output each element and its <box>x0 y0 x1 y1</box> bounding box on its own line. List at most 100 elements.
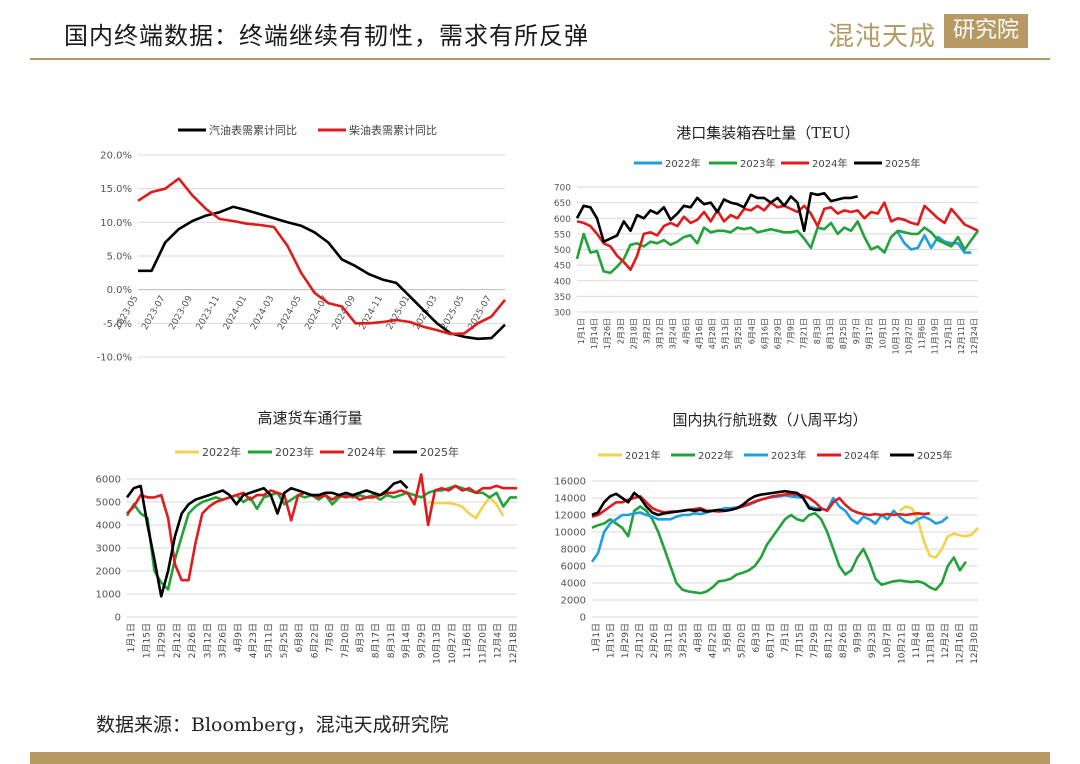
x-tick-label: 2024-09 <box>331 294 359 332</box>
x-tick-label: 7月6日 <box>325 623 336 652</box>
x-tick-label: 7月9日 <box>787 318 796 344</box>
x-tick-label: 9月17日 <box>865 318 874 349</box>
x-tick-label: 6月17日 <box>765 623 776 658</box>
series-line-2025年 <box>125 480 409 598</box>
x-tick-label: 3月24日 <box>669 318 678 349</box>
x-tick-label: 2月26日 <box>187 623 198 658</box>
y-tick-label: -10.0% <box>97 353 132 364</box>
x-tick-label: 8月25日 <box>839 318 848 349</box>
legend-label: 2022年 <box>665 157 700 170</box>
footer-bar <box>30 752 1050 764</box>
x-tick-label: 1月29日 <box>620 623 631 658</box>
x-tick-label: 7月20日 <box>340 623 351 658</box>
x-tick-label: 1月15日 <box>606 623 617 658</box>
x-tick-label: 2月18日 <box>629 318 638 349</box>
x-tick-label: 9月14日 <box>401 623 412 658</box>
x-tick-label: 2024-05 <box>276 294 303 332</box>
legend-label: 汽油表需累计同比 <box>209 123 297 137</box>
x-tick-label: 1月15日 <box>141 623 152 658</box>
y-tick-label: 700 <box>554 184 571 194</box>
x-tick-label: 10月12日 <box>891 318 900 354</box>
legend-label: 2025年 <box>420 445 459 459</box>
x-tick-label: 6月22日 <box>309 623 320 658</box>
legend-label: 2021年 <box>625 449 660 462</box>
chart-title: 高速货车通行量 <box>257 409 362 427</box>
x-tick-label: 9月9日 <box>853 623 864 652</box>
x-tick-label: 2023-05 <box>113 294 140 332</box>
x-tick-label: 8月13日 <box>826 318 835 349</box>
x-tick-label: 6月8日 <box>294 623 305 652</box>
x-tick-label: 12月24日 <box>970 318 979 354</box>
y-tick-label: 0 <box>115 613 121 624</box>
x-tick-label: 6月29日 <box>774 318 783 349</box>
x-tick-label: 2025-01 <box>385 294 412 332</box>
y-tick-label: 5.0% <box>107 252 132 263</box>
y-tick-label: 16000 <box>554 477 586 488</box>
x-tick-label: 3月11日 <box>664 623 675 658</box>
x-tick-label: 12月16日 <box>954 623 965 664</box>
y-tick-label: 0 <box>580 613 586 624</box>
legend-label: 2025年 <box>885 157 920 170</box>
x-tick-label: 4月23日 <box>248 623 259 658</box>
x-tick-label: 2025-03 <box>412 294 439 332</box>
x-tick-label: 2月12日 <box>635 623 646 658</box>
x-tick-label: 3月12日 <box>656 318 665 349</box>
y-tick-label: 5000 <box>96 498 121 509</box>
x-tick-label: 1月29日 <box>157 623 168 658</box>
x-tick-label: 12月2日 <box>940 623 951 658</box>
x-tick-label: 12月1日 <box>944 318 953 349</box>
legend-label: 柴油表需累计同比 <box>349 123 437 137</box>
x-tick-label: 5月11日 <box>264 623 275 658</box>
y-tick-label: 15.0% <box>100 184 132 195</box>
y-tick-label: 20.0% <box>100 151 132 162</box>
y-tick-label: 6000 <box>561 562 586 573</box>
series-line-2023年 <box>575 220 980 275</box>
x-tick-label: 11月19日 <box>931 318 940 354</box>
y-tick-label: 3000 <box>96 544 121 555</box>
x-tick-label: 11月6日 <box>918 318 927 349</box>
y-tick-label: 350 <box>554 293 571 303</box>
x-tick-label: 11月6日 <box>462 623 473 658</box>
x-tick-label: 2023-09 <box>168 294 196 332</box>
y-tick-label: 2000 <box>96 567 121 578</box>
legend-label: 2023年 <box>740 157 775 170</box>
y-tick-label: 2000 <box>561 596 586 607</box>
y-tick-label: 450 <box>554 262 571 272</box>
y-tick-label: 1000 <box>96 590 121 601</box>
x-tick-label: 2024-11 <box>358 294 385 332</box>
x-tick-label: 4月22日 <box>707 623 718 658</box>
x-tick-label: 5月20日 <box>736 623 747 658</box>
x-tick-label: 6月16日 <box>760 318 769 349</box>
x-tick-label: 5月25日 <box>734 318 743 349</box>
y-tick-label: 10.0% <box>100 218 132 229</box>
legend-label: 2024年 <box>812 157 847 170</box>
x-tick-label: 10月7日 <box>882 623 893 658</box>
series-line-2024年 <box>126 473 517 582</box>
chart-title: 国内执行航班数（八周平均） <box>672 411 867 429</box>
x-tick-label: 10月27日 <box>905 318 914 354</box>
logo-wordmark: 混沌天成 <box>828 22 937 52</box>
y-tick-label: 650 <box>554 199 571 209</box>
x-tick-label: 5月6日 <box>722 623 733 652</box>
x-tick-label: 11月4日 <box>911 623 922 658</box>
x-tick-label: 1月1日 <box>577 318 586 344</box>
x-tick-label: 5月25日 <box>279 623 290 658</box>
series-line-柴油表需累计同比 <box>137 177 507 336</box>
x-tick-label: 1月14日 <box>590 318 599 349</box>
x-tick-label: 8月3日 <box>355 623 366 652</box>
series-line-2025年 <box>591 489 822 517</box>
x-tick-label: 10月13日 <box>432 623 443 664</box>
legend-label: 2022年 <box>202 445 241 459</box>
x-tick-label: 6月3日 <box>751 623 762 652</box>
company-logo: 混沌天成 研究院 <box>828 12 1028 52</box>
x-tick-label: 6月4日 <box>747 318 756 344</box>
x-tick-label: 9月23日 <box>867 623 878 658</box>
x-tick-label: 1月1日 <box>591 623 602 652</box>
x-tick-label: 9月7日 <box>852 318 861 344</box>
x-tick-label: 5月13日 <box>721 318 730 349</box>
x-tick-label: 2月12日 <box>172 623 183 658</box>
y-tick-label: 600 <box>554 215 571 225</box>
legend-label: 2025年 <box>917 449 952 462</box>
